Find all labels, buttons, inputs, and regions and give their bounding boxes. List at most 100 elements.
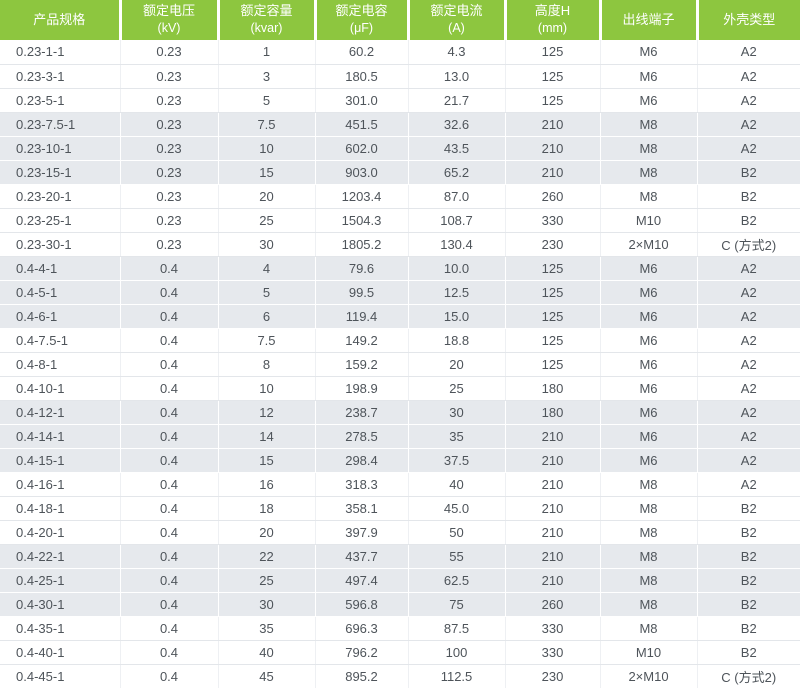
column-header-7: 外壳类型 — [695, 0, 800, 40]
column-header-label: 外壳类型 — [723, 11, 776, 27]
cell-r11-c3: 119.4 — [315, 304, 409, 329]
cell-r13-c1: 0.4 — [120, 352, 219, 377]
cell-r19-c0: 0.4-18-1 — [0, 496, 121, 521]
cell-r20-c6: M8 — [600, 520, 698, 545]
cell-r14-c7: A2 — [697, 376, 800, 401]
cell-r25-c4: 100 — [408, 640, 506, 665]
cell-r6-c7: B2 — [697, 184, 800, 209]
cell-r1-c1: 0.23 — [120, 64, 219, 89]
cell-r24-c5: 330 — [505, 616, 601, 641]
cell-r2-c2: 5 — [218, 88, 316, 113]
cell-r25-c3: 796.2 — [315, 640, 409, 665]
cell-r0-c7: A2 — [697, 40, 800, 65]
cell-r5-c7: B2 — [697, 160, 800, 185]
cell-r20-c2: 20 — [218, 520, 316, 545]
cell-r21-c0: 0.4-22-1 — [0, 544, 121, 569]
cell-r8-c3: 1805.2 — [315, 232, 409, 257]
cell-r22-c2: 25 — [218, 568, 316, 593]
table-row: 0.23-1-1 0.23 1 60.2 4.3 125 M6 A2 — [0, 40, 800, 65]
cell-r1-c7: A2 — [697, 64, 800, 89]
cell-r8-c0: 0.23-30-1 — [0, 232, 121, 257]
table-row: 0.4-6-1 0.4 6 119.4 15.0 125 M6 A2 — [0, 304, 800, 329]
cell-r18-c0: 0.4-16-1 — [0, 472, 121, 497]
table-row: 0.4-45-1 0.4 45 895.2 112.5 230 2×M10 C (方式2) — [0, 664, 800, 688]
cell-r18-c3: 318.3 — [315, 472, 409, 497]
cell-r10-c1: 0.4 — [120, 280, 219, 305]
cell-r22-c0: 0.4-25-1 — [0, 568, 121, 593]
cell-r6-c5: 260 — [505, 184, 601, 209]
cell-r23-c3: 596.8 — [315, 592, 409, 617]
cell-r8-c1: 0.23 — [120, 232, 219, 257]
cell-r18-c4: 40 — [408, 472, 506, 497]
cell-r11-c1: 0.4 — [120, 304, 219, 329]
cell-r14-c2: 10 — [218, 376, 316, 401]
cell-r22-c5: 210 — [505, 568, 601, 593]
cell-r7-c6: M10 — [600, 208, 698, 233]
cell-r12-c1: 0.4 — [120, 328, 219, 353]
table-row: 0.4-16-1 0.4 16 318.3 40 210 M8 A2 — [0, 472, 800, 497]
cell-r12-c2: 7.5 — [218, 328, 316, 353]
cell-r5-c3: 903.0 — [315, 160, 409, 185]
cell-r18-c1: 0.4 — [120, 472, 219, 497]
cell-r7-c7: B2 — [697, 208, 800, 233]
cell-r0-c2: 1 — [218, 40, 316, 65]
column-header-label: 额定电容 — [335, 3, 388, 19]
cell-r17-c7: A2 — [697, 448, 800, 473]
cell-r4-c6: M8 — [600, 136, 698, 161]
cell-r4-c4: 43.5 — [408, 136, 506, 161]
cell-r12-c4: 18.8 — [408, 328, 506, 353]
cell-r13-c7: A2 — [697, 352, 800, 377]
cell-r21-c2: 22 — [218, 544, 316, 569]
column-header-5: 高度H (mm) — [503, 0, 600, 40]
cell-r23-c7: B2 — [697, 592, 800, 617]
cell-r5-c0: 0.23-15-1 — [0, 160, 121, 185]
cell-r22-c4: 62.5 — [408, 568, 506, 593]
column-header-label: 出线端子 — [622, 11, 675, 27]
cell-r9-c3: 79.6 — [315, 256, 409, 281]
cell-r5-c6: M8 — [600, 160, 698, 185]
cell-r18-c7: A2 — [697, 472, 800, 497]
cell-r17-c0: 0.4-15-1 — [0, 448, 121, 473]
table-row: 0.4-25-1 0.4 25 497.4 62.5 210 M8 B2 — [0, 568, 800, 593]
cell-r7-c0: 0.23-25-1 — [0, 208, 121, 233]
table-row: 0.4-30-1 0.4 30 596.8 75 260 M8 B2 — [0, 592, 800, 617]
column-header-label: 高度H — [534, 3, 571, 19]
cell-r7-c3: 1504.3 — [315, 208, 409, 233]
table-row: 0.4-7.5-1 0.4 7.5 149.2 18.8 125 M6 A2 — [0, 328, 800, 353]
cell-r12-c3: 149.2 — [315, 328, 409, 353]
column-header-label: 额定容量 — [240, 3, 293, 19]
table-row: 0.4-35-1 0.4 35 696.3 87.5 330 M8 B2 — [0, 616, 800, 641]
cell-r23-c6: M8 — [600, 592, 698, 617]
column-header-unit: (kV) — [157, 21, 181, 36]
cell-r13-c2: 8 — [218, 352, 316, 377]
table-row: 0.23-20-1 0.23 20 1203.4 87.0 260 M8 B2 — [0, 184, 800, 209]
cell-r5-c4: 65.2 — [408, 160, 506, 185]
table-header: 产品规格 额定电压 (kV) 额定容量 (kvar) 额定电容 (μF) 额定电流 (A) 高度H… — [0, 0, 800, 40]
cell-r2-c7: A2 — [697, 88, 800, 113]
cell-r19-c2: 18 — [218, 496, 316, 521]
column-header-1: 额定电压 (kV) — [118, 0, 218, 40]
cell-r0-c4: 4.3 — [408, 40, 506, 65]
column-header-label: 额定电流 — [430, 3, 483, 19]
cell-r26-c2: 45 — [218, 664, 316, 688]
cell-r24-c3: 696.3 — [315, 616, 409, 641]
cell-r21-c3: 437.7 — [315, 544, 409, 569]
cell-r15-c6: M6 — [600, 400, 698, 425]
cell-r9-c7: A2 — [697, 256, 800, 281]
column-header-6: 出线端子 — [598, 0, 697, 40]
cell-r18-c6: M8 — [600, 472, 698, 497]
cell-r3-c6: M8 — [600, 112, 698, 137]
table-row: 0.4-8-1 0.4 8 159.2 20 125 M6 A2 — [0, 352, 800, 377]
cell-r15-c1: 0.4 — [120, 400, 219, 425]
cell-r3-c5: 210 — [505, 112, 601, 137]
cell-r24-c1: 0.4 — [120, 616, 219, 641]
cell-r8-c5: 230 — [505, 232, 601, 257]
cell-r3-c2: 7.5 — [218, 112, 316, 137]
cell-r2-c4: 21.7 — [408, 88, 506, 113]
cell-r11-c7: A2 — [697, 304, 800, 329]
column-header-unit: (A) — [448, 21, 465, 36]
cell-r22-c3: 497.4 — [315, 568, 409, 593]
cell-r15-c7: A2 — [697, 400, 800, 425]
cell-r22-c1: 0.4 — [120, 568, 219, 593]
cell-r2-c6: M6 — [600, 88, 698, 113]
